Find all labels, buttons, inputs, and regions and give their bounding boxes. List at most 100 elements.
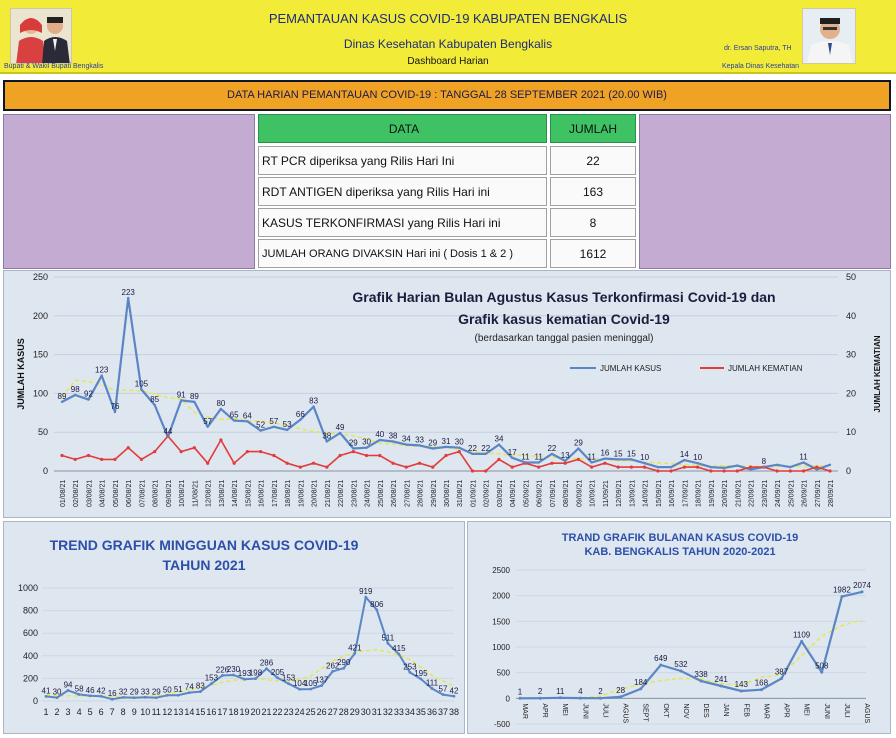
row-label: RT PCR diperiksa yang Rilis Hari Ini (258, 146, 547, 175)
cases-point (683, 458, 686, 462)
weekly-point (419, 677, 423, 681)
x-tick-label: 9 (132, 707, 137, 717)
x-tick-label: 30/08/21 (444, 480, 451, 507)
weekly-point (176, 693, 180, 697)
x-tick-label: 01/09/21 (470, 480, 477, 507)
x-tick-label: 05/09/21 (523, 480, 530, 507)
cases-point (444, 445, 448, 449)
x-tick-label: 02/08/21 (73, 480, 80, 507)
weekly-point (165, 693, 169, 697)
deaths-point (259, 450, 263, 454)
monthly-point (780, 676, 784, 680)
row-label: JUMLAH ORANG DIVAKSIN Hari ini ( Dosis 1… (258, 239, 547, 268)
cases-point (338, 431, 342, 435)
x-tick-label: 27 (328, 707, 338, 717)
weekly-point (154, 696, 158, 700)
cases-point (352, 447, 355, 450)
monthly-data-label: 184 (634, 678, 648, 687)
x-tick-label: 24/09/21 (775, 480, 782, 507)
deaths-point (86, 453, 91, 458)
right-side-panel (639, 114, 891, 269)
cases-point (113, 410, 117, 414)
monthly-point (699, 679, 703, 683)
cases-data-label: 15 (627, 449, 636, 458)
x-tick-label: 09/09/21 (576, 480, 583, 507)
x-tick-label: 13/08/21 (219, 480, 226, 507)
weekly-chart-title-2: TAHUN 2021 (162, 557, 246, 573)
x-tick-label: 10 (140, 707, 150, 717)
cases-point (206, 425, 209, 428)
deaths-point (510, 465, 514, 469)
x-tick-label: 23/08/21 (351, 480, 358, 507)
cases-data-label: 29 (574, 438, 583, 447)
deaths-point (629, 465, 633, 469)
cases-point (749, 468, 752, 471)
x-tick-label: 6 (99, 707, 104, 717)
cases-point (193, 400, 196, 404)
monthly-point (518, 696, 522, 700)
monthly-point (659, 663, 663, 667)
cases-point (325, 440, 329, 443)
x-tick-label: 35 (416, 707, 426, 717)
weekly-data-label: 262 (326, 661, 340, 670)
weekly-data-label: 74 (185, 683, 194, 692)
weekly-data-label: 42 (450, 686, 459, 695)
daily-chart-subtitle: (berdasarkan tanggal pasien meninggal) (474, 333, 654, 344)
table-row: KASUS TERKONFIRMASI yang Rilis Hari ini … (258, 208, 636, 237)
y-tick-label: 0 (506, 694, 511, 703)
x-tick-label: SEPT (642, 703, 649, 722)
deaths-point (351, 450, 355, 454)
deaths-point (484, 469, 488, 473)
weekly-point (441, 693, 445, 696)
monthly-data-label: 4 (578, 687, 583, 696)
row-label: KASUS TERKONFIRMASI yang Rilis Hari ini (258, 208, 547, 237)
x-tick-label: 18 (228, 707, 238, 717)
x-tick-label: DES (702, 703, 709, 718)
weekly-point (66, 688, 70, 692)
monthly-data-label: 532 (674, 660, 688, 669)
x-tick-label: 22/08/21 (338, 480, 345, 507)
x-tick-label: 1 (43, 707, 48, 717)
cases-point (153, 403, 156, 407)
deaths-point (311, 461, 316, 465)
cases-point (789, 465, 792, 469)
deaths-point (722, 469, 726, 473)
weekly-point (408, 671, 412, 674)
x-tick-label: JULI (601, 703, 608, 717)
x-tick-label: 18/08/21 (285, 480, 292, 507)
y-tick-label: 1000 (492, 643, 510, 652)
cases-point (669, 465, 673, 469)
x-tick-label: 07/09/21 (550, 480, 557, 507)
page-name: Dashboard Harian (407, 56, 489, 67)
cases-point (100, 374, 103, 377)
cases-point (775, 463, 779, 466)
weekly-data-label: 29 (152, 688, 161, 697)
cases-data-label: 49 (336, 423, 345, 432)
y2-axis-label: JUMLAH KEMATIAN (873, 335, 882, 412)
cases-point (458, 446, 461, 449)
x-tick-label: 20/09/21 (722, 480, 729, 507)
y-tick-label: 1000 (18, 583, 38, 593)
weekly-data-label: 137 (315, 676, 329, 685)
cases-point (405, 443, 408, 446)
cases-point (497, 443, 501, 446)
monthly-data-label: 2 (598, 687, 603, 696)
x-tick-label: 17/08/21 (272, 480, 279, 507)
weekly-data-label: 193 (238, 669, 252, 678)
deaths-point (709, 469, 713, 473)
x-tick-label: APR (783, 703, 790, 717)
cases-data-label: 64 (243, 411, 252, 420)
cases-point (232, 419, 236, 422)
table-header-jumlah: JUMLAH (550, 114, 636, 143)
cases-point (709, 465, 713, 469)
monthly-point (679, 669, 683, 673)
x-tick-label: 19/08/21 (298, 480, 305, 507)
cases-data-label: 80 (216, 399, 225, 408)
weekly-point (331, 669, 335, 673)
weekly-data-label: 421 (348, 643, 362, 652)
deaths-point (497, 457, 501, 461)
x-tick-label: 7 (110, 707, 115, 717)
cases-point (365, 446, 368, 449)
x-tick-label: AGUS (863, 703, 870, 723)
deaths-point (563, 461, 567, 465)
